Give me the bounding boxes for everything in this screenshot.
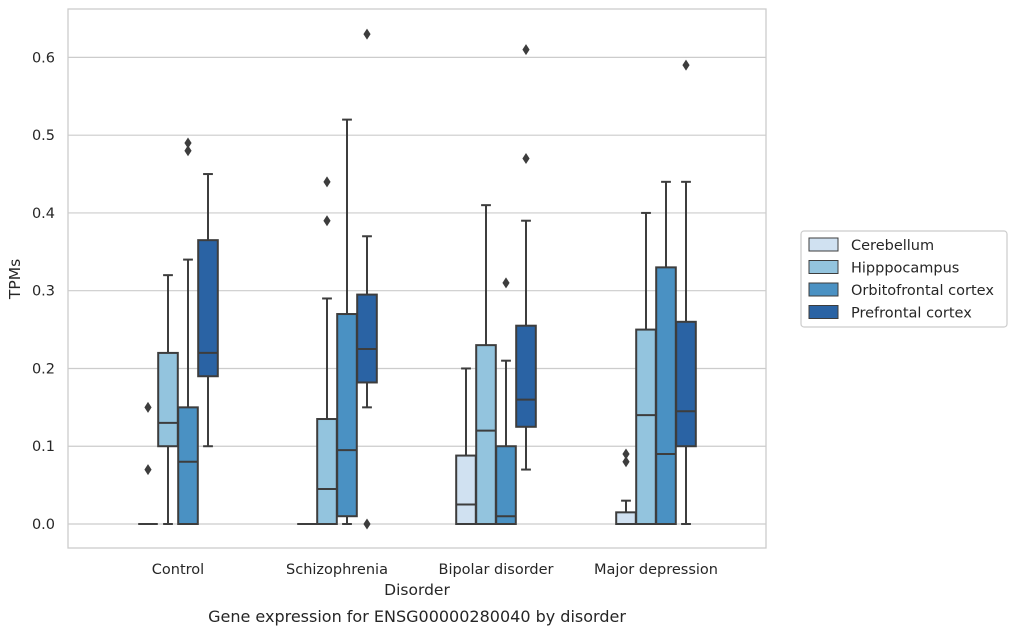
outlier-point (502, 277, 510, 289)
figure-caption: Gene expression for ENSG00000280040 by d… (208, 607, 626, 626)
outlier-point (522, 44, 530, 56)
plot-frame (67, 8, 767, 549)
box-hipppocampus (157, 274, 179, 525)
outlier-point (144, 464, 152, 476)
box-prefrontal-cortex (356, 28, 378, 530)
iqr-box (475, 344, 497, 525)
box-prefrontal-cortex (197, 173, 219, 448)
box-cerebellum (138, 401, 158, 525)
outlier-point (144, 401, 152, 413)
iqr-box (455, 454, 477, 526)
y-tick-label: 0.1 (32, 439, 55, 455)
y-tick-label: 0.6 (32, 50, 55, 66)
iqr-box (157, 351, 179, 448)
box-orbitofrontal-cortex (177, 137, 199, 526)
outlier-point (184, 137, 192, 149)
x-tick-label: Bipolar disorder (439, 562, 554, 578)
legend-swatch (808, 260, 839, 274)
legend-frame (800, 230, 1008, 328)
iqr-box (177, 406, 199, 526)
legend-label: Prefrontal cortex (851, 306, 972, 322)
outlier-point (622, 456, 630, 468)
iqr-box (495, 445, 517, 526)
x-tick-label: Schizophrenia (286, 562, 388, 578)
box-hipppocampus (475, 204, 497, 525)
x-axis-label: Disorder (384, 581, 450, 599)
y-axis-label: TPMs (6, 259, 24, 300)
y-tick-label: 0.2 (32, 361, 55, 377)
box-prefrontal-cortex (675, 59, 697, 525)
iqr-box (655, 266, 677, 525)
legend-label: Orbitofrontal cortex (851, 283, 994, 299)
legend-label: Hipppocampus (851, 261, 959, 277)
iqr-box (615, 511, 637, 526)
outlier-point (682, 59, 690, 71)
outlier-point (363, 28, 371, 40)
iqr-box (635, 328, 657, 526)
box-hipppocampus (635, 211, 657, 526)
box-cerebellum (615, 448, 637, 526)
y-tick-label: 0.3 (32, 284, 55, 300)
box-prefrontal-cortex (515, 44, 537, 471)
legend-swatch (808, 305, 839, 319)
iqr-box (515, 324, 537, 428)
iqr-box (356, 293, 378, 384)
outlier-point (622, 448, 630, 460)
iqr-box (336, 313, 358, 518)
legend: Cerebellum Hipppocampus Orbitofrontal cort… (800, 230, 1008, 328)
x-tick-label: Control (152, 562, 204, 578)
iqr-box (675, 320, 697, 448)
outlier-point (184, 145, 192, 157)
y-tick-label: 0.5 (32, 128, 55, 144)
y-tick-label: 0.4 (32, 206, 55, 222)
outlier-point (363, 518, 371, 530)
iqr-box (316, 418, 338, 526)
outlier-point (323, 215, 331, 227)
box-orbitofrontal-cortex (655, 180, 677, 525)
x-tick-label: Major depression (594, 562, 718, 578)
legend-swatch (808, 237, 839, 252)
box-orbitofrontal-cortex (336, 118, 358, 525)
outlier-point (522, 152, 530, 164)
legend-swatch (808, 282, 839, 297)
legend-label: Cerebellum (851, 238, 934, 254)
outlier-point (323, 176, 331, 188)
y-tick-label: 0.0 (32, 517, 55, 533)
box-hipppocampus (316, 176, 338, 526)
iqr-box (197, 239, 219, 378)
box-orbitofrontal-cortex (495, 277, 517, 526)
